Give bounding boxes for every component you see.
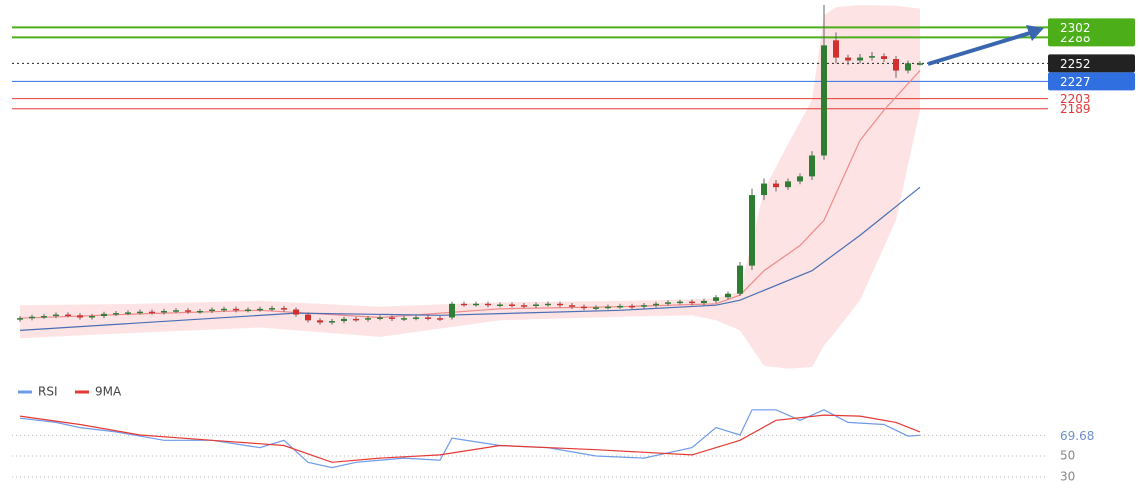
y-tick-label: 50 <box>1060 449 1075 463</box>
candle-body <box>713 297 719 301</box>
price-level-box <box>1048 72 1135 91</box>
candle-body <box>65 314 71 317</box>
candle-body <box>581 306 587 309</box>
candle-body <box>293 309 299 315</box>
candle-body <box>53 314 59 317</box>
candle-body <box>173 310 179 312</box>
candle-body <box>593 307 599 309</box>
candle-body <box>497 304 503 306</box>
candle-body <box>665 302 671 304</box>
indicator-line <box>19 414 921 463</box>
candle-body <box>749 195 755 266</box>
candle-body <box>41 316 47 318</box>
candle-body <box>269 308 275 310</box>
candle-body <box>701 300 707 304</box>
candle-body <box>641 305 647 307</box>
candle-body <box>605 306 611 309</box>
candle-body <box>77 315 83 318</box>
price-level-label: 2302 <box>1060 21 1091 35</box>
candle-body <box>821 45 827 156</box>
candle-body <box>17 318 23 320</box>
candle-body <box>353 318 359 321</box>
candle-body <box>125 312 131 314</box>
candle-body <box>509 304 515 306</box>
candle-body <box>773 183 779 188</box>
candle-body <box>485 303 491 306</box>
candle-body <box>533 304 539 306</box>
price-level-label: 2189 <box>1060 102 1091 116</box>
candle-body <box>101 313 107 317</box>
candle-body <box>677 301 683 304</box>
candle-body <box>521 305 527 307</box>
candle-body <box>113 313 119 315</box>
candle-body <box>629 305 635 308</box>
candle-body <box>281 308 287 310</box>
candle-body <box>401 318 407 320</box>
candle-body <box>845 57 851 61</box>
current-value-label: 69.68 <box>1060 429 1094 443</box>
target-arrowhead <box>1026 25 1044 41</box>
price-level-label: 2252 <box>1060 57 1091 71</box>
candle-body <box>437 318 443 320</box>
candle-body <box>809 155 815 177</box>
candle-body <box>389 317 395 319</box>
candle-body <box>89 316 95 318</box>
candle-body <box>689 301 695 304</box>
candle-body <box>305 314 311 321</box>
candle-body <box>413 317 419 319</box>
moving-average <box>19 186 921 331</box>
candle-body <box>233 308 239 311</box>
legend-label: RSI <box>38 385 58 399</box>
candle-body <box>869 56 875 58</box>
price-level-box <box>1048 54 1135 73</box>
price-level-label: 2227 <box>1060 75 1091 89</box>
candle-body <box>161 310 167 313</box>
candle-body <box>185 310 191 312</box>
candle-body <box>29 316 35 319</box>
y-tick-label: 30 <box>1060 470 1075 484</box>
candle-body <box>569 305 575 307</box>
candle-body <box>545 303 551 306</box>
candle-body <box>209 309 215 312</box>
candle-body <box>833 40 839 58</box>
candle-body <box>461 303 467 306</box>
candle-body <box>893 59 899 71</box>
indicator-line <box>19 409 921 469</box>
target-arrow <box>927 31 1031 66</box>
candle-body <box>557 303 563 306</box>
candle-body <box>245 309 251 312</box>
candle-body <box>881 56 887 60</box>
candle-body <box>425 317 431 319</box>
candle-body <box>329 321 335 323</box>
candle-body <box>737 265 743 294</box>
bollinger-band <box>20 5 920 369</box>
legend-label: 9MA <box>95 385 122 399</box>
candle-body <box>725 293 731 298</box>
candle-body <box>341 318 347 322</box>
price-level-box <box>1048 18 1135 37</box>
candle-body <box>197 310 203 313</box>
price-level-label: 2203 <box>1060 92 1091 106</box>
candle-body <box>365 318 371 320</box>
candle-body <box>785 181 791 188</box>
candle-body <box>377 317 383 319</box>
candle-body <box>449 303 455 318</box>
candle-body <box>653 303 659 306</box>
candle-body <box>917 63 923 65</box>
candle-body <box>137 311 143 314</box>
candle-body <box>221 308 227 311</box>
candle-body <box>257 308 263 311</box>
candle-body <box>905 63 911 71</box>
candle-body <box>761 183 767 196</box>
candle-body <box>317 320 323 323</box>
candle-body <box>617 305 623 308</box>
candle-body <box>857 57 863 61</box>
candle-body <box>473 303 479 306</box>
candle-body <box>149 311 155 314</box>
candle-body <box>797 176 803 182</box>
